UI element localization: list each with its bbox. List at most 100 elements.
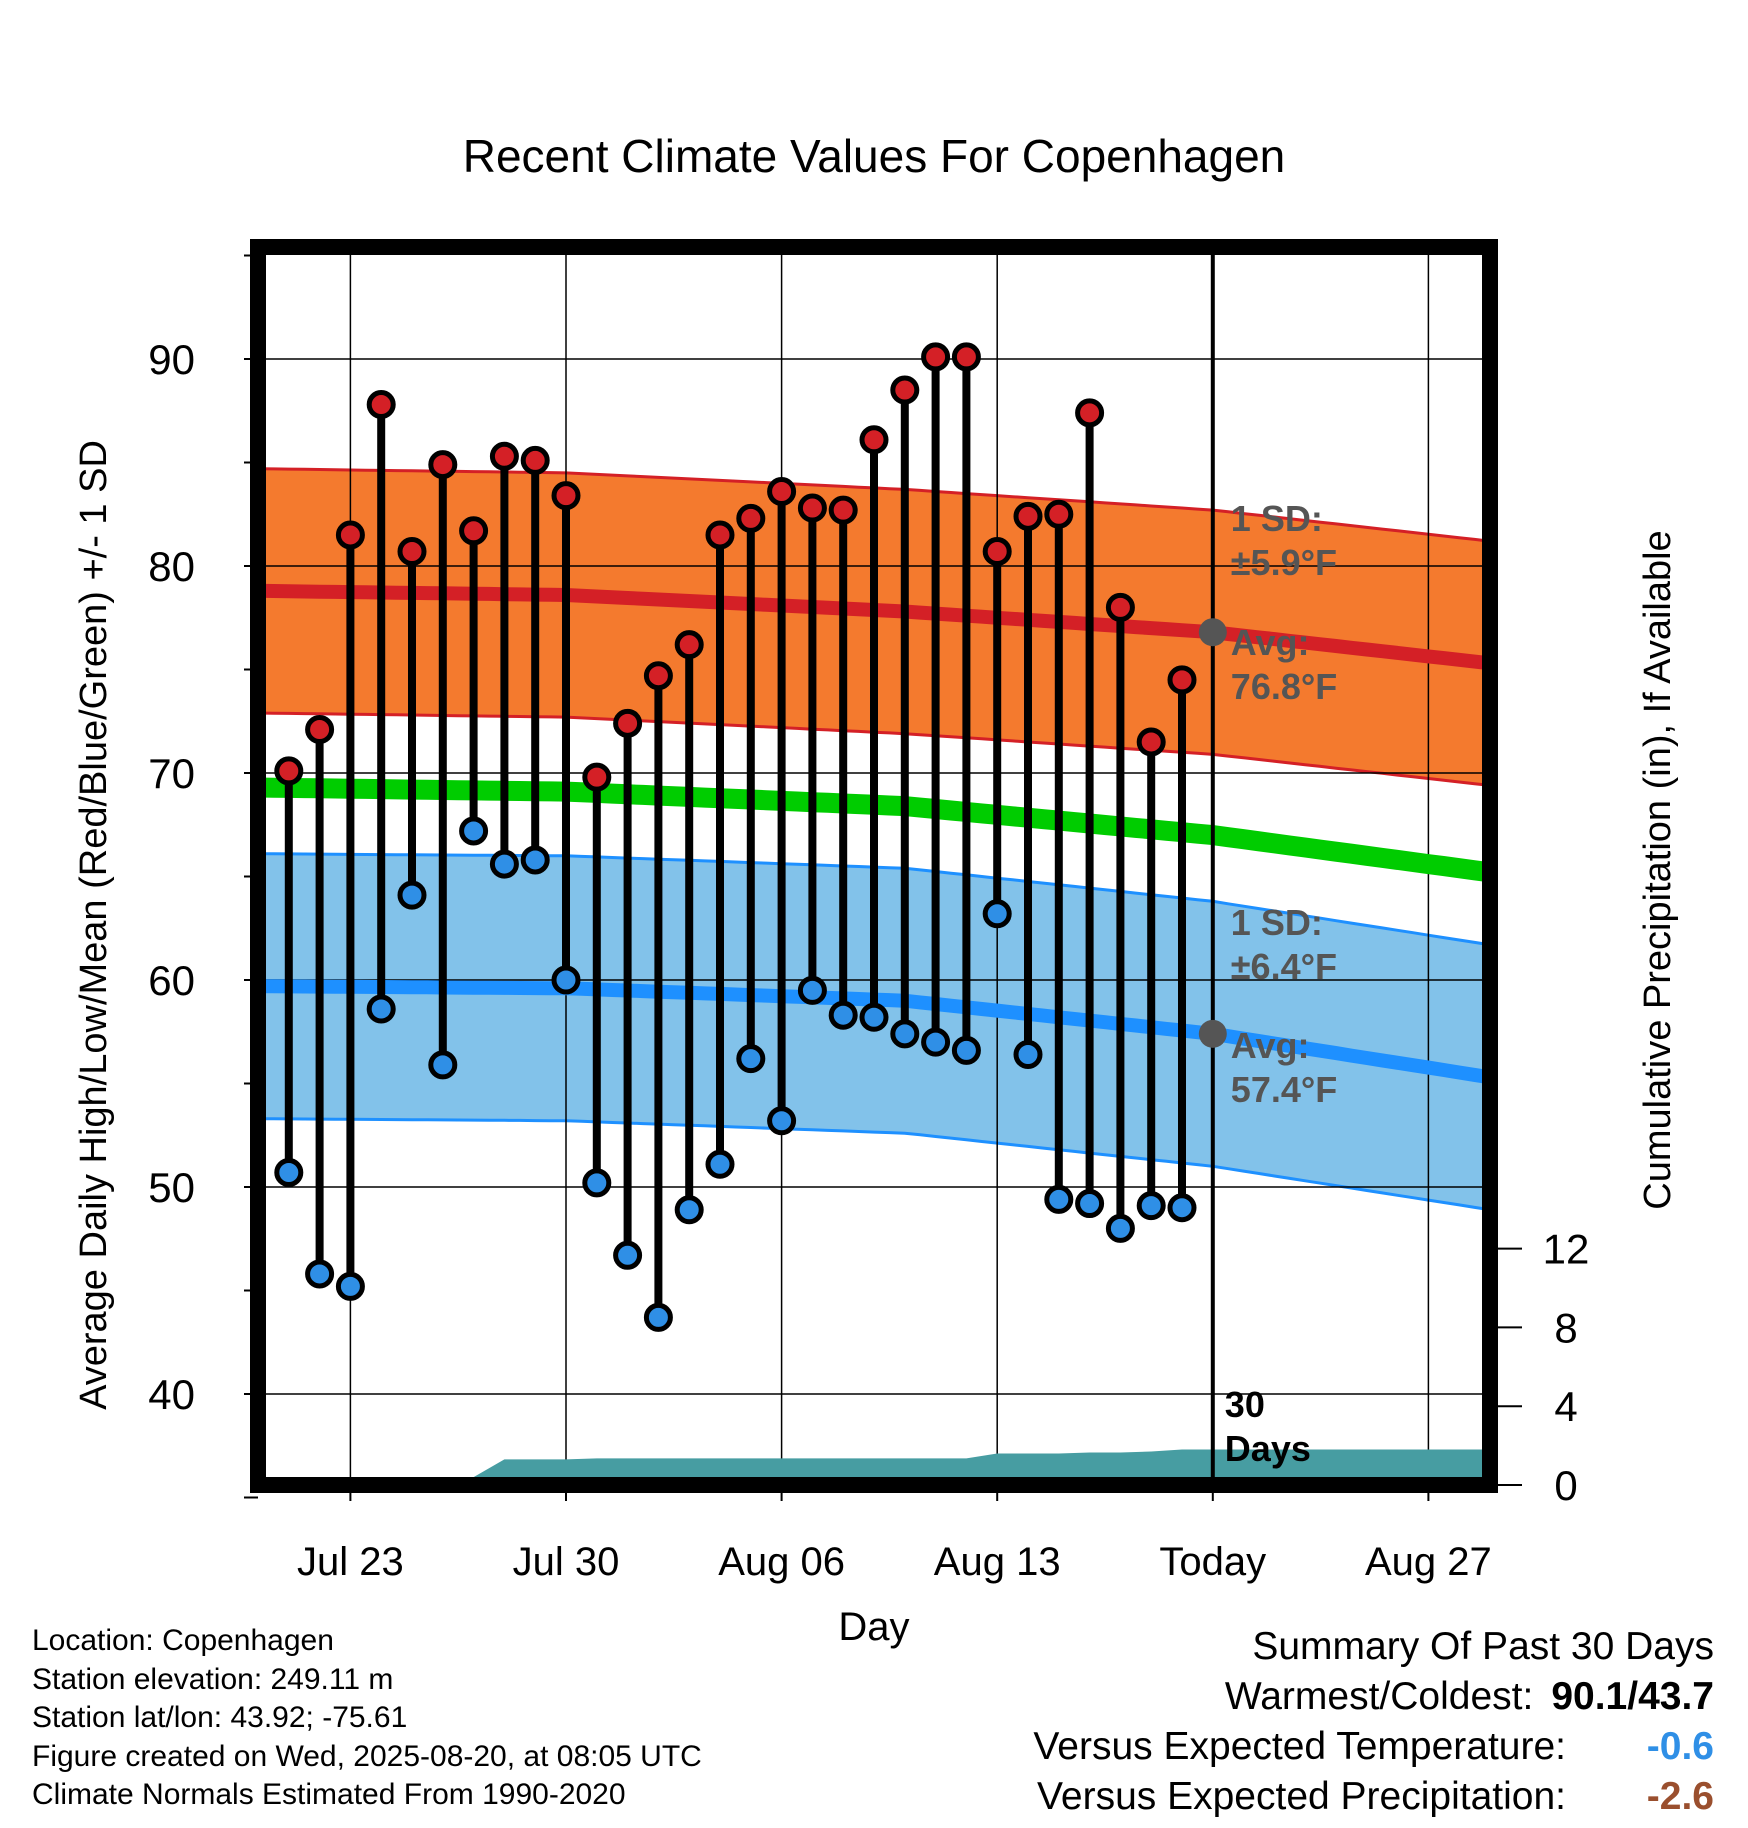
high-point	[1167, 665, 1197, 695]
high-point	[428, 450, 458, 480]
high-point	[613, 708, 643, 738]
low-sd-label: 1 SD:	[1231, 902, 1323, 943]
days-word-label: Days	[1225, 1428, 1311, 1469]
y-tick-label: 70	[148, 750, 195, 797]
temp-departure-value: -0.6	[1646, 1725, 1714, 1768]
low-point	[674, 1195, 704, 1225]
low-point	[335, 1271, 365, 1301]
low-point	[982, 899, 1012, 929]
high-point	[1013, 501, 1043, 531]
y2-axis-label: Cumulative Precipitation (in), If Availa…	[1637, 530, 1679, 1209]
low-point	[736, 1044, 766, 1074]
temp-departure-label: Versus Expected Temperature:	[1033, 1725, 1566, 1768]
high-point	[1136, 727, 1166, 757]
low-point	[767, 1106, 797, 1136]
low-point	[489, 849, 519, 879]
warm-cold-label: Warmest/Coldest:	[1224, 1675, 1534, 1718]
precip-departure-label: Versus Expected Precipitation:	[1037, 1775, 1566, 1818]
high-point	[921, 342, 951, 372]
low-point	[951, 1035, 981, 1065]
high-point	[828, 495, 858, 525]
station-info: Location: Copenhagen Station elevation: …	[32, 1622, 702, 1815]
low-sd-value: ±6.4°F	[1231, 946, 1337, 987]
location-text: Location: Copenhagen	[32, 1624, 334, 1657]
low-point	[705, 1149, 735, 1179]
y2-tick-label: 4	[1554, 1383, 1577, 1430]
low-point	[1167, 1193, 1197, 1223]
elevation-text: Station elevation: 249.11 m	[32, 1662, 394, 1696]
high-point	[643, 661, 673, 691]
low-point	[797, 975, 827, 1005]
warm-cold-value: 90.1/43.7	[1551, 1675, 1714, 1718]
today-low-avg-marker	[1198, 1019, 1227, 1048]
high-point	[397, 537, 427, 567]
x-tick-label: Jul 30	[513, 1540, 620, 1584]
precipitation-area	[258, 1449, 1490, 1485]
x-tick-label: Today	[1159, 1540, 1266, 1584]
low-point	[1105, 1213, 1135, 1243]
chart-title: Recent Climate Values For Copenhagen	[463, 130, 1286, 182]
y-axis-label: Average Daily High/Low/Mean (Red/Blue/Gr…	[73, 440, 115, 1410]
summary-title: Summary Of Past 30 Days	[1252, 1625, 1714, 1668]
high-avg-label: Avg:	[1231, 622, 1310, 663]
low-point	[1075, 1189, 1105, 1219]
x-tick-label: Jul 23	[297, 1540, 404, 1584]
days-count-label: 30	[1225, 1384, 1265, 1425]
high-point	[705, 520, 735, 550]
low-avg-label: Avg:	[1231, 1025, 1310, 1066]
today-high-avg-marker	[1198, 618, 1227, 647]
high-point	[305, 715, 335, 745]
high-point	[797, 493, 827, 523]
low-point	[1013, 1040, 1043, 1070]
x-tick-label: Aug 27	[1365, 1540, 1492, 1584]
latlon-text: Station lat/lon: 43.92; -75.61	[32, 1701, 408, 1734]
y-tick-label: 50	[148, 1164, 195, 1211]
y-tick-label: 60	[148, 957, 195, 1004]
low-point	[428, 1050, 458, 1080]
low-avg-value: 57.4°F	[1231, 1069, 1337, 1110]
high-sd-value: ±5.9°F	[1231, 542, 1337, 583]
low-band-lower-edge	[258, 1117, 1490, 1212]
high-point	[335, 520, 365, 550]
y-tick-label: 90	[148, 336, 195, 383]
high-point	[859, 425, 889, 455]
y2-tick-label: 12	[1543, 1226, 1590, 1273]
low-point	[643, 1302, 673, 1332]
low-point	[1044, 1184, 1074, 1214]
high-point	[551, 481, 581, 511]
low-point	[520, 845, 550, 875]
y-tick-label: 40	[148, 1371, 195, 1418]
high-point	[951, 342, 981, 372]
y-tick-label: 80	[148, 543, 195, 590]
high-point	[890, 375, 920, 405]
low-point	[890, 1019, 920, 1049]
plot-frame	[250, 239, 1498, 1493]
high-point	[459, 516, 489, 546]
low-point	[274, 1158, 304, 1188]
low-point	[582, 1168, 612, 1198]
high-point	[274, 756, 304, 786]
low-point	[828, 1000, 858, 1030]
high-point	[674, 630, 704, 660]
low-point	[921, 1027, 951, 1057]
high-point	[982, 537, 1012, 567]
high-point	[520, 445, 550, 475]
x-tick-label: Aug 13	[934, 1540, 1061, 1584]
y2-tick-label: 0	[1554, 1462, 1577, 1509]
high-avg-value: 76.8°F	[1231, 666, 1337, 707]
high-point	[1075, 398, 1105, 428]
high-point	[767, 476, 797, 506]
low-point	[397, 880, 427, 910]
x-tick-label: Aug 06	[718, 1540, 845, 1584]
high-point	[489, 441, 519, 471]
y2-tick-label: 8	[1554, 1304, 1577, 1351]
low-point	[859, 1002, 889, 1032]
low-point	[613, 1240, 643, 1270]
normals-text: Climate Normals Estimated From 1990-2020	[32, 1778, 626, 1811]
low-point	[366, 994, 396, 1024]
low-point	[1136, 1191, 1166, 1221]
low-point	[459, 816, 489, 846]
